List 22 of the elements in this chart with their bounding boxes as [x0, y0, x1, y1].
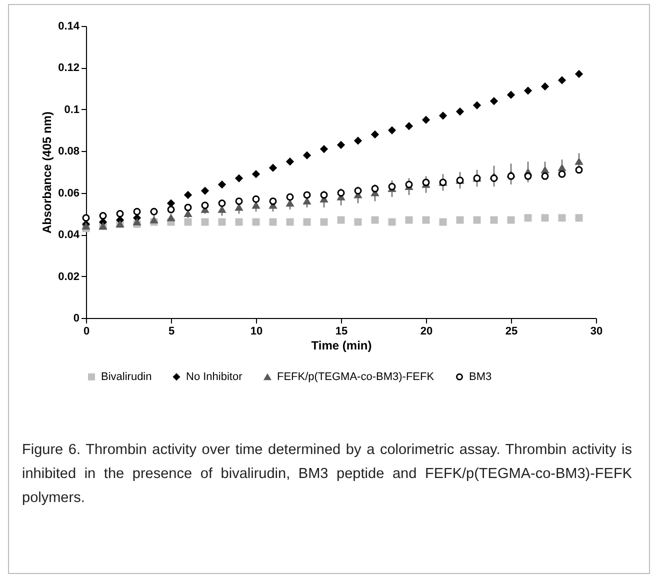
caption: Figure 6. Thrombin activity over time determined by a colorimetric assay. Thrombin activity is inhibited in the presence of bivalirudin, BM3 peptide and FEFK/p(TEGMA-co-BM3)-FEFK polymers.: [22, 441, 632, 508]
y-tick-label: 0: [73, 312, 80, 324]
x-tick-label: 20: [420, 326, 433, 338]
x-tick-label: 25: [505, 326, 518, 338]
x-tick-label: 5: [168, 326, 175, 338]
y-tick-label: 0.08: [58, 146, 80, 158]
y-axis-title: Absorbance (405 nm): [40, 111, 54, 234]
x-tick-label: 10: [250, 326, 263, 338]
x-tick-label: 0: [83, 326, 90, 338]
y-tick-label: 0.1: [64, 104, 80, 116]
y-tick-label: 0.14: [58, 20, 80, 32]
y-tick-label: 0.02: [58, 270, 80, 283]
x-axis-title: Time (min): [311, 338, 372, 352]
legend-label: Bivalirudin: [101, 370, 152, 383]
legend-label: BM3: [469, 370, 492, 383]
legend-label: FEFK/p(TEGMA-co-BM3)-FEFK: [277, 371, 435, 384]
x-tick-label: 15: [335, 326, 348, 338]
x-tick-label: 30: [590, 326, 603, 338]
legend-label: No Inhibitor: [186, 370, 243, 383]
y-tick-label: 0.06: [58, 187, 80, 200]
y-tick-label: 0.12: [58, 62, 80, 74]
y-tick-label: 0.04: [58, 229, 80, 242]
